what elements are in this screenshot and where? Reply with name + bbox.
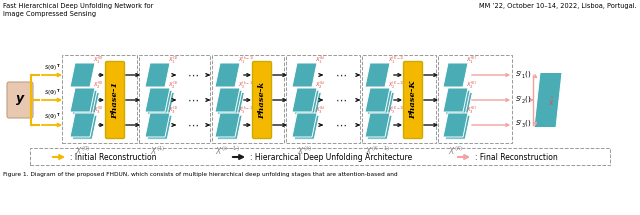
Text: $S'_2()$: $S'_2()$ xyxy=(515,95,532,106)
Polygon shape xyxy=(74,92,99,116)
Text: : Hierarchical Deep Unfolding Architecture: : Hierarchical Deep Unfolding Architectu… xyxy=(250,152,412,161)
Bar xyxy=(62,55,137,143)
Text: $S(\Phi)^{\mathbf{T}}$: $S(\Phi)^{\mathbf{T}}$ xyxy=(44,87,60,97)
FancyBboxPatch shape xyxy=(7,82,33,118)
Text: $X_2^{(k)}$: $X_2^{(k)}$ xyxy=(315,79,326,91)
Polygon shape xyxy=(149,92,174,116)
Polygon shape xyxy=(367,115,392,139)
Polygon shape xyxy=(145,88,170,112)
Text: $X_2^{(0)}$: $X_2^{(0)}$ xyxy=(93,79,104,91)
Text: : Initial Reconstruction: : Initial Reconstruction xyxy=(70,152,157,161)
Polygon shape xyxy=(447,92,472,116)
Text: $S'_1()$: $S'_1()$ xyxy=(515,69,532,80)
Text: $X_1^{(k-1)}$: $X_1^{(k-1)}$ xyxy=(238,54,255,66)
Text: Fast Hierarchical Deep Unfolding Network for
Image Compressed Sensing: Fast Hierarchical Deep Unfolding Network… xyxy=(3,3,154,17)
Text: $X_2^{(K)}$: $X_2^{(K)}$ xyxy=(466,79,477,91)
FancyBboxPatch shape xyxy=(106,61,125,138)
Text: $S'_3()$: $S'_3()$ xyxy=(515,120,532,131)
Polygon shape xyxy=(369,92,394,116)
Polygon shape xyxy=(443,63,468,87)
Polygon shape xyxy=(72,115,97,139)
Polygon shape xyxy=(365,113,390,137)
Text: Phase-K: Phase-K xyxy=(409,81,417,119)
Text: MM ’22, October 10–14, 2022, Lisboa, Portugal.: MM ’22, October 10–14, 2022, Lisboa, Por… xyxy=(479,3,637,9)
Text: $X_1^{(K)}$: $X_1^{(K)}$ xyxy=(466,54,477,66)
Polygon shape xyxy=(443,113,468,137)
Text: $X^{(0)}$: $X^{(0)}$ xyxy=(76,145,91,157)
Polygon shape xyxy=(217,90,242,114)
Polygon shape xyxy=(215,63,240,87)
Text: Phase-k: Phase-k xyxy=(258,81,266,118)
Polygon shape xyxy=(294,115,319,139)
Polygon shape xyxy=(147,90,172,114)
Polygon shape xyxy=(365,63,390,87)
Polygon shape xyxy=(215,88,240,112)
Text: $X^{(k-1)}$: $X^{(k-1)}$ xyxy=(216,145,241,157)
Text: Figure 1. Diagram of the proposed FHDUN, which consists of multiple hierarchical: Figure 1. Diagram of the proposed FHDUN,… xyxy=(3,172,397,177)
Polygon shape xyxy=(445,90,470,114)
Text: $X_2^{(k-1)}$: $X_2^{(k-1)}$ xyxy=(238,79,255,91)
Polygon shape xyxy=(443,88,468,112)
Polygon shape xyxy=(70,63,95,87)
Text: $X_3^{(K)}$: $X_3^{(K)}$ xyxy=(466,104,477,116)
Text: $\cdots$: $\cdots$ xyxy=(187,95,198,105)
Text: $X_2^{(K-1)}$: $X_2^{(K-1)}$ xyxy=(388,79,405,91)
Text: $\cdots$: $\cdots$ xyxy=(335,70,347,80)
Text: $\hat{x}$: $\hat{x}$ xyxy=(548,96,554,108)
Text: $\cdots$: $\cdots$ xyxy=(335,120,347,130)
Polygon shape xyxy=(367,90,392,114)
Polygon shape xyxy=(445,115,470,139)
Text: $X_2^{(1)}$: $X_2^{(1)}$ xyxy=(168,79,179,91)
Text: $X_3^{(0)}$: $X_3^{(0)}$ xyxy=(93,104,104,116)
Bar xyxy=(30,148,610,165)
Bar xyxy=(212,55,284,143)
FancyBboxPatch shape xyxy=(403,61,422,138)
Text: $X^{(1)}$: $X^{(1)}$ xyxy=(150,145,166,157)
Text: $S(\Phi)^{\mathbf{T}}$: $S(\Phi)^{\mathbf{T}}$ xyxy=(44,112,60,123)
Text: $X^{(K)}$: $X^{(K)}$ xyxy=(448,145,464,157)
Text: $X_1^{(0)}$: $X_1^{(0)}$ xyxy=(93,54,104,66)
Bar xyxy=(362,55,436,143)
Text: $\cdots$: $\cdots$ xyxy=(187,70,198,80)
Polygon shape xyxy=(72,90,97,114)
Polygon shape xyxy=(147,115,172,139)
Polygon shape xyxy=(534,72,562,127)
Text: $X_1^{(1)}$: $X_1^{(1)}$ xyxy=(168,54,179,66)
Bar xyxy=(286,55,360,143)
Text: $\cdots$: $\cdots$ xyxy=(335,95,347,105)
Text: $X_3^{(k)}$: $X_3^{(k)}$ xyxy=(315,104,326,116)
Text: $X_3^{(K-1)}$: $X_3^{(K-1)}$ xyxy=(388,104,405,116)
Text: $X^{(k)}$: $X^{(k)}$ xyxy=(298,145,312,157)
Text: Phase-1: Phase-1 xyxy=(111,81,119,119)
Polygon shape xyxy=(70,113,95,137)
Polygon shape xyxy=(145,63,170,87)
Text: $S(\Phi)^{\mathbf{T}}$: $S(\Phi)^{\mathbf{T}}$ xyxy=(44,62,60,72)
Text: $X^{(K-1)}$: $X^{(K-1)}$ xyxy=(365,145,390,157)
FancyBboxPatch shape xyxy=(253,61,271,138)
Text: $\cdots$: $\cdots$ xyxy=(187,120,198,130)
Bar xyxy=(139,55,210,143)
Polygon shape xyxy=(292,88,317,112)
Text: $X_1^{(K-1)}$: $X_1^{(K-1)}$ xyxy=(388,54,405,66)
Polygon shape xyxy=(217,115,242,139)
Text: $X_1^{(k)}$: $X_1^{(k)}$ xyxy=(315,54,326,66)
Text: $X_3^{(1)}$: $X_3^{(1)}$ xyxy=(168,104,179,116)
Polygon shape xyxy=(70,88,95,112)
Polygon shape xyxy=(145,113,170,137)
Polygon shape xyxy=(296,92,321,116)
Text: : Final Reconstruction: : Final Reconstruction xyxy=(475,152,557,161)
Text: $X_3^{(k-1)}$: $X_3^{(k-1)}$ xyxy=(238,104,255,116)
Polygon shape xyxy=(220,92,244,116)
Polygon shape xyxy=(292,63,317,87)
Polygon shape xyxy=(365,88,390,112)
Bar xyxy=(438,55,512,143)
Text: $\boldsymbol{y}$: $\boldsymbol{y}$ xyxy=(15,93,26,107)
Polygon shape xyxy=(215,113,240,137)
Polygon shape xyxy=(292,113,317,137)
Polygon shape xyxy=(294,90,319,114)
